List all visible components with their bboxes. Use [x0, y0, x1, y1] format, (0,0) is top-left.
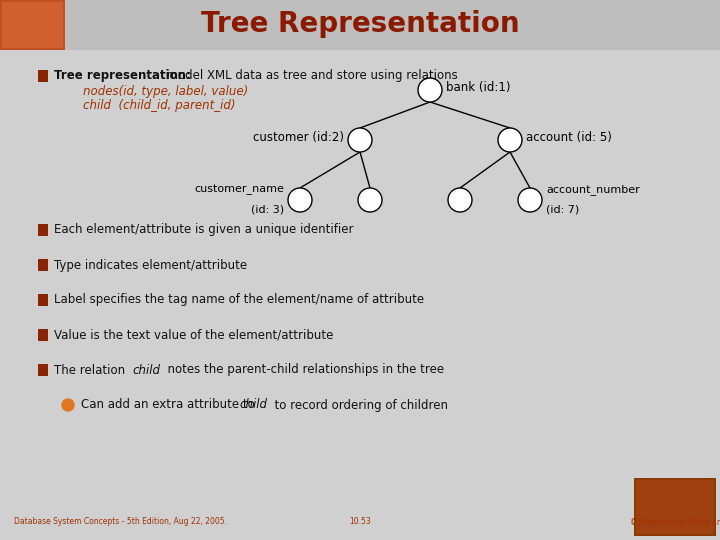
- Circle shape: [288, 188, 312, 212]
- Bar: [0, 0, 720, 50]
- Circle shape: [498, 128, 522, 152]
- Text: child  (child_id, parent_id): child (child_id, parent_id): [83, 98, 235, 111]
- Text: Type indicates element/attribute: Type indicates element/attribute: [54, 259, 247, 272]
- Bar: [0, 0, 65, 50]
- Circle shape: [418, 78, 442, 102]
- Circle shape: [358, 188, 382, 212]
- Text: customer (id:2): customer (id:2): [253, 131, 344, 144]
- Bar: [38, 70, 48, 82]
- Bar: [38, 364, 48, 376]
- Text: Tree Representation: Tree Representation: [201, 10, 519, 38]
- Text: (id: 7): (id: 7): [546, 205, 580, 215]
- Text: Can add an extra attribute to: Can add an extra attribute to: [81, 399, 258, 411]
- Text: (id: 3): (id: 3): [251, 205, 284, 215]
- Text: Tree representation:: Tree representation:: [54, 69, 191, 82]
- Text: bank (id:1): bank (id:1): [446, 82, 510, 94]
- Text: The relation: The relation: [54, 363, 129, 376]
- Bar: [2, 2, 63, 48]
- Text: Label specifies the tag name of the element/name of attribute: Label specifies the tag name of the elem…: [54, 294, 424, 307]
- Text: child: child: [239, 399, 267, 411]
- Text: ©Silberschatz, Korth and Sudarshan: ©Silberschatz, Korth and Sudarshan: [630, 517, 720, 526]
- Text: child: child: [132, 363, 160, 376]
- Bar: [634, 478, 716, 536]
- Circle shape: [62, 399, 74, 411]
- Text: notes the parent-child relationships in the tree: notes the parent-child relationships in …: [160, 363, 444, 376]
- Text: to record ordering of children: to record ordering of children: [267, 399, 448, 411]
- Bar: [38, 259, 48, 271]
- Text: 10.53: 10.53: [349, 517, 371, 526]
- Circle shape: [448, 188, 472, 212]
- Text: nodes(id, type, label, value): nodes(id, type, label, value): [83, 84, 248, 98]
- Text: Each element/attribute is given a unique identifier: Each element/attribute is given a unique…: [54, 224, 354, 237]
- Text: customer_name: customer_name: [194, 185, 284, 195]
- Text: Value is the text value of the element/attribute: Value is the text value of the element/a…: [54, 328, 333, 341]
- Bar: [38, 329, 48, 341]
- Text: account (id: 5): account (id: 5): [526, 131, 612, 144]
- Circle shape: [518, 188, 542, 212]
- Bar: [38, 224, 48, 236]
- Text: Database System Concepts - 5th Edition, Aug 22, 2005.: Database System Concepts - 5th Edition, …: [14, 517, 227, 526]
- Circle shape: [348, 128, 372, 152]
- Bar: [636, 480, 714, 534]
- Bar: [38, 294, 48, 306]
- Text: account_number: account_number: [546, 184, 640, 195]
- Text: model XML data as tree and store using relations: model XML data as tree and store using r…: [159, 69, 458, 82]
